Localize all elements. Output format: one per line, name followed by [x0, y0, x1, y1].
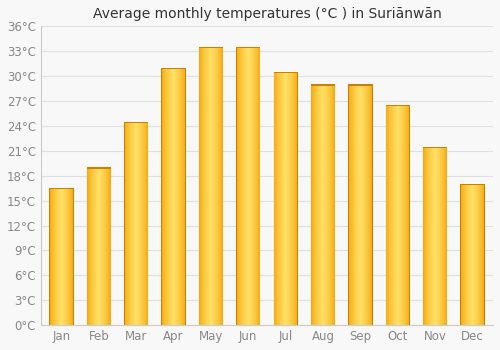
Bar	[386, 105, 410, 106]
Bar	[199, 47, 223, 48]
Bar	[50, 188, 74, 189]
Bar	[124, 122, 148, 123]
Title: Average monthly temperatures (°C ) in Suriānwān: Average monthly temperatures (°C ) in Su…	[92, 7, 442, 21]
Bar	[348, 84, 372, 86]
Bar	[311, 84, 335, 86]
Bar	[162, 68, 186, 69]
Bar	[423, 147, 448, 148]
Bar	[236, 47, 260, 48]
Bar	[86, 167, 111, 169]
Bar	[460, 184, 484, 185]
Bar	[274, 72, 298, 73]
